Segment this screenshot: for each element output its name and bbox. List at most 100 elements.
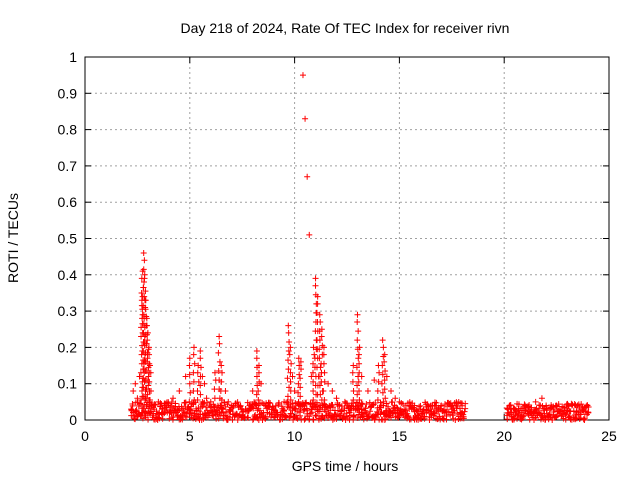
data-point <box>144 329 151 336</box>
data-point <box>142 297 149 304</box>
data-point <box>321 369 328 376</box>
data-point <box>171 405 178 412</box>
y-tick-label: 0 <box>69 412 77 428</box>
data-point <box>215 367 222 374</box>
data-point <box>317 318 324 325</box>
data-point <box>159 406 166 413</box>
data-point <box>275 401 282 408</box>
y-tick-label: 0.8 <box>58 122 78 138</box>
data-point <box>314 293 321 300</box>
data-point <box>141 293 148 300</box>
data-point <box>145 382 152 389</box>
data-point <box>290 416 297 423</box>
axis-ticks: 00.10.20.30.40.50.60.70.80.910 5 10 15 20 25 <box>58 49 617 444</box>
data-point <box>225 398 232 405</box>
data-point <box>194 397 201 404</box>
data-point <box>293 414 300 421</box>
data-point <box>449 412 456 419</box>
data-point <box>341 398 348 405</box>
data-point <box>296 362 303 369</box>
data-point <box>255 387 262 394</box>
data-point <box>182 399 189 406</box>
data-point <box>249 404 256 411</box>
data-point <box>546 411 553 418</box>
data-point <box>287 369 294 376</box>
data-point <box>431 399 438 406</box>
data-point <box>385 403 392 410</box>
data-point <box>253 355 260 362</box>
data-point <box>285 348 292 355</box>
data-point <box>462 400 469 407</box>
data-point <box>142 304 149 311</box>
data-point <box>169 416 176 423</box>
data-point <box>356 344 363 351</box>
data-point <box>438 402 445 409</box>
data-point <box>362 405 369 412</box>
data-point <box>440 415 447 422</box>
data-point <box>221 399 228 406</box>
data-point <box>350 397 357 404</box>
data-point <box>435 408 442 415</box>
data-point <box>286 351 293 358</box>
data-point <box>564 406 571 413</box>
data-point <box>295 355 302 362</box>
data-point <box>538 395 545 402</box>
data-point <box>320 344 327 351</box>
data-point <box>541 410 548 417</box>
data-point <box>218 362 225 369</box>
data-point <box>383 400 390 407</box>
data-point <box>443 416 450 423</box>
data-point <box>318 326 325 333</box>
data-point <box>528 404 535 411</box>
data-point <box>388 399 395 406</box>
data-point <box>258 380 265 387</box>
data-point <box>329 387 336 394</box>
data-point <box>197 355 204 362</box>
data-point <box>255 369 262 376</box>
data-point <box>129 402 136 409</box>
data-point <box>172 400 179 407</box>
y-tick-label: 1 <box>69 49 77 65</box>
data-point <box>406 402 413 409</box>
data-point <box>197 391 204 398</box>
y-tick-label: 0.1 <box>58 376 78 392</box>
data-point <box>382 367 389 374</box>
data-point <box>228 402 235 409</box>
data-point <box>522 402 529 409</box>
data-point <box>252 401 259 408</box>
data-point <box>320 360 327 367</box>
data-point <box>253 348 260 355</box>
data-point <box>419 410 426 417</box>
data-point <box>141 279 148 286</box>
data-point <box>310 387 317 394</box>
data-point <box>354 337 361 344</box>
data-point <box>277 411 284 418</box>
data-point <box>219 405 226 412</box>
data-point <box>200 415 207 422</box>
data-point <box>156 415 163 422</box>
data-point <box>364 387 371 394</box>
data-point <box>132 380 139 387</box>
data-point <box>316 346 323 353</box>
data-point <box>137 400 144 407</box>
data-point <box>354 391 361 398</box>
data-point <box>286 338 293 345</box>
data-point <box>310 360 317 367</box>
data-point <box>203 395 210 402</box>
data-point <box>191 360 198 367</box>
data-point <box>356 360 363 367</box>
data-point <box>200 400 207 407</box>
data-point <box>316 337 323 344</box>
data-point <box>402 407 409 414</box>
data-point <box>194 369 201 376</box>
data-point <box>296 371 303 378</box>
data-point <box>309 369 316 376</box>
data-point <box>284 393 291 400</box>
x-axis-label: GPS time / hours <box>292 458 399 474</box>
data-point <box>405 412 412 419</box>
data-point <box>194 387 201 394</box>
data-point <box>448 406 455 413</box>
data-point <box>519 415 526 422</box>
data-point <box>287 403 294 410</box>
